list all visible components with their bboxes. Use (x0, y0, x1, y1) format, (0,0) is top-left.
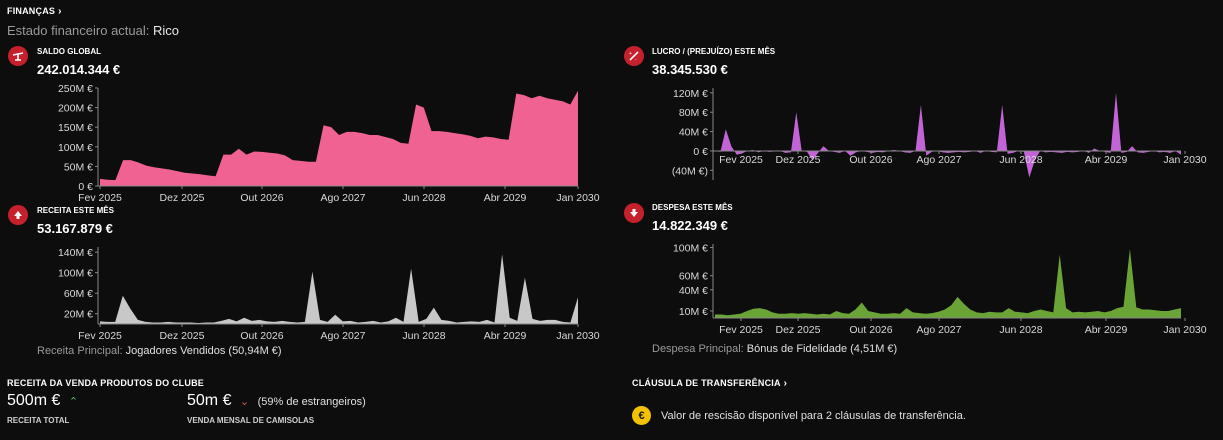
lucro-x-tick-label: Dez 2025 (776, 154, 821, 166)
saldo-x-tick-label: Ago 2027 (321, 192, 366, 204)
saldo-label: SALDO GLOBAL (37, 47, 101, 56)
receita-area (100, 254, 578, 324)
financial-status: Estado financeiro actual: Rico (7, 23, 179, 38)
saldo-y-tick-label: 0 € (78, 181, 93, 193)
receita-principal-label: Receita Principal: (37, 345, 123, 357)
profit-loss-icon: + - (624, 46, 644, 66)
merch-shirts: 50m € ⌄ (59% de estrangeiros) (187, 392, 366, 410)
trend-down-icon: ⌄ (239, 396, 250, 408)
svg-text:+: + (629, 51, 632, 57)
despesa-x-tick-label: Out 2026 (849, 324, 892, 336)
saldo-chart: 0 € 50M € 100M € 150M € 200M € 250M € Fev 2025… (58, 83, 600, 204)
receita-label: RECEITA ESTE MÊS (37, 206, 114, 215)
saldo-y-tick-label: 50M € (64, 161, 93, 173)
despesa-y-tick-label: 40M € (679, 285, 708, 297)
lucro-y-tick-label: (40M €) (672, 165, 708, 177)
despesa-area (715, 248, 1181, 318)
svg-text:-: - (635, 57, 637, 62)
saldo-x-tick-label: Abr 2029 (484, 192, 527, 204)
lucro-label: LUCRO / (PREJUÍZO) ESTE MÊS (652, 47, 776, 56)
despesa-principal-value: Bónus de Fidelidade (4,51M €) (746, 343, 898, 355)
saldo-area (100, 90, 578, 186)
despesa-x-tick-label: Ago 2027 (917, 324, 962, 336)
receita-y-tick-label: 100M € (58, 268, 93, 280)
saldo-x-tick-label: Out 2026 (240, 192, 283, 204)
receita-x-tick-label: Out 2026 (240, 330, 283, 342)
lucro-value: 38.345.530 € (652, 62, 728, 77)
section-title-label: FINANÇAS (7, 6, 56, 16)
arrow-down-icon (624, 203, 644, 223)
saldo-y-tick-label: 250M € (58, 83, 93, 95)
saldo-x-tick-label: Jun 2028 (402, 192, 445, 204)
despesa-principal-label: Despesa Principal: (652, 343, 744, 355)
saldo-x-tick-label: Fev 2025 (78, 192, 122, 204)
chevron-right-icon: › (58, 6, 62, 17)
saldo-y-tick-label: 200M € (58, 103, 93, 115)
receita-y-tick-label: 20M € (64, 309, 93, 321)
lucro-y-tick-label: 0 € (693, 146, 708, 158)
merch-total: 500m € ⌃ (7, 392, 78, 410)
saldo-y-tick-label: 100M € (58, 142, 93, 154)
release-clause-label: CLÁUSULA DE TRANSFERÊNCIA (632, 378, 781, 388)
receita-y-tick-label: 60M € (64, 288, 93, 300)
lucro-x-tick-label: Jan 2030 (1163, 154, 1206, 166)
despesa-chart: 10M € 40M € 60M € 100M € Fev 2025 Dez 2025 Out… (673, 243, 1207, 336)
lucro-y-tick-label: 40M € (679, 127, 708, 139)
euro-coin-icon: € (632, 406, 651, 425)
lucro-x-tick-label: Jun 2028 (999, 154, 1042, 166)
arrow-up-icon (8, 205, 28, 225)
despesa-label: DESPESA ESTE MÊS (652, 203, 733, 212)
receita-x-tick-label: Jan 2030 (556, 330, 599, 342)
despesa-x-tick-label: Fev 2025 (719, 324, 763, 336)
despesa-x-tick-label: Dez 2025 (776, 324, 821, 336)
receita-chart: 20M € 60M € 100M € 140M € Fev 2025 Dez 2025 Ou… (58, 247, 600, 342)
release-clause-text: Valor de rescisão disponível para 2 cláu… (661, 410, 966, 422)
lucro-x-tick-label: Out 2026 (849, 154, 892, 166)
receita-x-tick-label: Dez 2025 (160, 330, 205, 342)
despesa-value: 14.822.349 € (652, 218, 728, 233)
status-value: Rico (153, 23, 180, 38)
saldo-x-tick-label: Dez 2025 (160, 192, 205, 204)
lucro-x-tick-label: Ago 2027 (917, 154, 962, 166)
chevron-right-icon: › (783, 378, 788, 389)
saldo-x-tick-label: Jan 2030 (556, 192, 599, 204)
receita-value: 53.167.879 € (37, 221, 113, 236)
despesa-y-tick-label: 100M € (673, 243, 708, 255)
despesa-x-tick-label: Jun 2028 (999, 324, 1042, 336)
despesa-principal: Despesa Principal: Bónus de Fidelidade (… (652, 343, 897, 355)
release-clause-title[interactable]: CLÁUSULA DE TRANSFERÊNCIA › (632, 378, 787, 389)
balance-scale-icon (8, 46, 28, 66)
despesa-y-tick-label: 10M € (679, 306, 708, 318)
merch-total-value: 500m € (7, 392, 61, 409)
status-label: Estado financeiro actual: (7, 23, 150, 38)
despesa-y-tick-label: 60M € (679, 271, 708, 283)
merch-shirts-caption: VENDA MENSAL DE CAMISOLAS (187, 416, 315, 425)
lucro-x-tick-label: Fev 2025 (719, 154, 763, 166)
merch-shirts-value: 50m € (187, 392, 232, 409)
saldo-value: 242.014.344 € (37, 62, 121, 77)
receita-x-tick-label: Fev 2025 (78, 330, 122, 342)
receita-y-tick-label: 140M € (58, 247, 93, 259)
receita-x-tick-label: Ago 2027 (321, 330, 366, 342)
lucro-x-tick-label: Abr 2029 (1085, 154, 1128, 166)
merch-total-caption: RECEITA TOTAL (7, 416, 70, 425)
receita-x-tick-label: Abr 2029 (484, 330, 527, 342)
receita-x-tick-label: Jun 2028 (402, 330, 445, 342)
trend-up-icon: ⌃ (68, 396, 79, 408)
receita-principal: Receita Principal: Jogadores Vendidos (5… (37, 345, 282, 357)
lucro-y-tick-label: 120M € (673, 88, 708, 100)
merch-shirts-note: (59% de estrangeiros) (257, 396, 366, 408)
receita-principal-value: Jogadores Vendidos (50,94M €) (125, 345, 282, 357)
despesa-x-tick-label: Jan 2030 (1163, 324, 1206, 336)
saldo-y-tick-label: 150M € (58, 122, 93, 134)
despesa-x-tick-label: Abr 2029 (1085, 324, 1128, 336)
finance-section-title[interactable]: FINANÇAS › (7, 6, 62, 17)
merch-title: RECEITA DA VENDA PRODUTOS DO CLUBE (7, 378, 204, 388)
lucro-y-tick-label: 80M € (679, 107, 708, 119)
lucro-chart: (40M €) 0 € 40M € 80M € 120M € Fev 2025 Dez 20… (672, 88, 1207, 180)
